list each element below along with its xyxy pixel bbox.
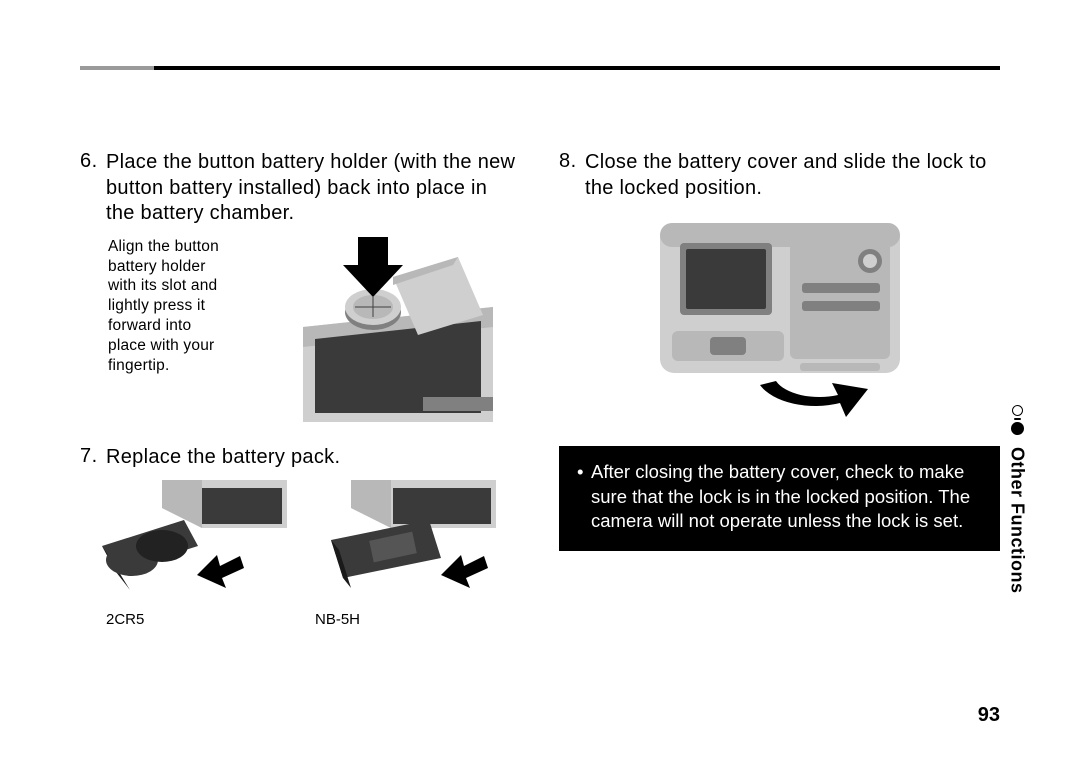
content-columns: 6. Place the button battery holder (with… xyxy=(80,150,1000,628)
battery-nb5h: NB-5H xyxy=(311,480,496,628)
step-number: 7. xyxy=(80,445,106,471)
section-tab: Other Functions xyxy=(1002,395,1032,594)
left-column: 6. Place the button battery holder (with… xyxy=(80,150,521,628)
battery-2cr5-icon xyxy=(102,480,287,600)
section-tab-label: Other Functions xyxy=(1007,447,1028,594)
step-text: Replace the battery pack. xyxy=(106,445,340,471)
step-6-caption: Align the button battery holder with its… xyxy=(80,237,220,427)
note-bullet: • xyxy=(577,460,591,533)
battery-label: 2CR5 xyxy=(102,611,287,628)
header-rule xyxy=(80,66,1000,70)
battery-2cr5: 2CR5 xyxy=(102,480,287,628)
note-text: After closing the battery cover, check t… xyxy=(591,460,984,533)
section-tab-dots-icon xyxy=(1009,395,1025,435)
step-text: Close the battery cover and slide the lo… xyxy=(585,150,1000,201)
camera-closed-icon xyxy=(650,213,910,428)
step-number: 6. xyxy=(80,150,106,227)
step-7: 7. Replace the battery pack. xyxy=(80,445,521,471)
step-text: Place the button battery holder (with th… xyxy=(106,150,521,227)
page-number: 93 xyxy=(978,704,1000,727)
battery-label: NB-5H xyxy=(311,611,496,628)
step-number: 8. xyxy=(559,150,585,201)
step-6: 6. Place the button battery holder (with… xyxy=(80,150,521,227)
right-column: 8. Close the battery cover and slide the… xyxy=(559,150,1000,628)
battery-variants-row: 2CR5 NB-5H xyxy=(80,480,521,628)
step-8: 8. Close the battery cover and slide the… xyxy=(559,150,1000,201)
header-rule-accent xyxy=(80,66,154,70)
manual-page: 6. Place the button battery holder (with… xyxy=(0,0,1080,765)
step-8-illustration xyxy=(559,213,1000,428)
step-6-illustration-row: Align the button battery holder with its… xyxy=(80,237,521,427)
camera-battery-chamber-icon xyxy=(243,237,498,427)
step-6-illustration xyxy=(220,237,521,427)
note-box: • After closing the battery cover, check… xyxy=(559,446,1000,551)
battery-nb5h-icon xyxy=(311,480,496,600)
header-rule-main xyxy=(154,66,1000,70)
